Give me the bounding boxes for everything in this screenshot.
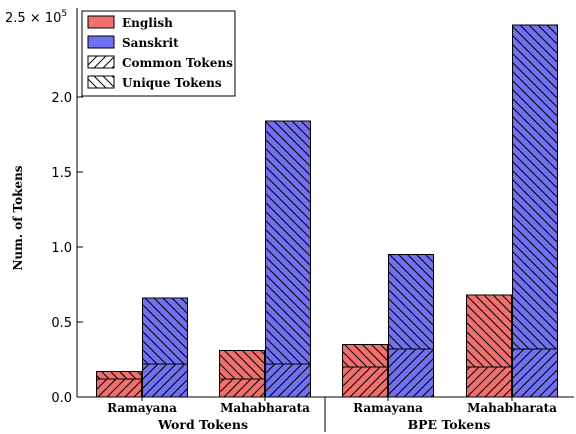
- legend-label-sanskrit: Sanskrit: [122, 36, 179, 50]
- y-tick-label: 2.0: [51, 91, 72, 106]
- bar-sanskrit-common: [388, 348, 434, 398]
- bar-sanskrit-unique: [388, 254, 434, 350]
- category-labels: Ramayana Mahabharata Ramayana Mahabharata: [107, 397, 557, 415]
- y-tick-label: 0.5: [51, 316, 72, 331]
- bar-english-unique: [96, 371, 142, 380]
- bar-english-unique: [219, 350, 265, 380]
- bars-layer: [96, 24, 558, 398]
- bar-english-unique: [466, 294, 512, 368]
- group-label: Word Tokens: [157, 417, 248, 432]
- legend-swatch-common: [87, 55, 115, 69]
- bar-english-common: [466, 366, 512, 398]
- legend-swatch-english: [87, 15, 115, 29]
- y-tick-label: 1.0: [51, 241, 72, 256]
- bar-english-common: [342, 366, 388, 398]
- legend-swatch-sanskrit: [87, 35, 115, 49]
- legend-label-unique-tokens: Unique Tokens: [122, 76, 222, 90]
- y-ticks: 0.0 0.5 1.0 1.5 2.0: [51, 91, 83, 406]
- category-label: Mahabharata: [220, 401, 310, 415]
- y-offset-label: 2.5 × 105: [5, 9, 67, 26]
- category-label: Ramayana: [353, 401, 423, 415]
- category-label: Mahabharata: [467, 401, 557, 415]
- group-labels: Word Tokens BPE Tokens: [157, 417, 490, 432]
- bar-sanskrit-common: [512, 348, 558, 398]
- legend-label-common-tokens: Common Tokens: [122, 56, 233, 70]
- plot-frame: [76, 8, 574, 432]
- bar-sanskrit-unique: [142, 297, 188, 365]
- category-label: Ramayana: [107, 401, 177, 415]
- legend-swatch-unique: [87, 75, 115, 89]
- bar-english-unique: [342, 344, 388, 368]
- group-label: BPE Tokens: [408, 417, 491, 432]
- bar-english-common: [96, 378, 142, 398]
- y-tick-label: 0.0: [51, 391, 72, 406]
- legend: English Sanskrit Common Tokens Unique To…: [81, 10, 236, 97]
- bar-sanskrit-unique: [512, 24, 558, 350]
- legend-label-english: English: [122, 16, 173, 30]
- bar-sanskrit-common: [265, 363, 311, 398]
- bar-english-common: [219, 378, 265, 398]
- y-tick-label: 1.5: [51, 166, 72, 181]
- y-axis-label: Num. of Tokens: [11, 165, 25, 270]
- bar-sanskrit-unique: [265, 120, 311, 365]
- bar-sanskrit-common: [142, 363, 188, 398]
